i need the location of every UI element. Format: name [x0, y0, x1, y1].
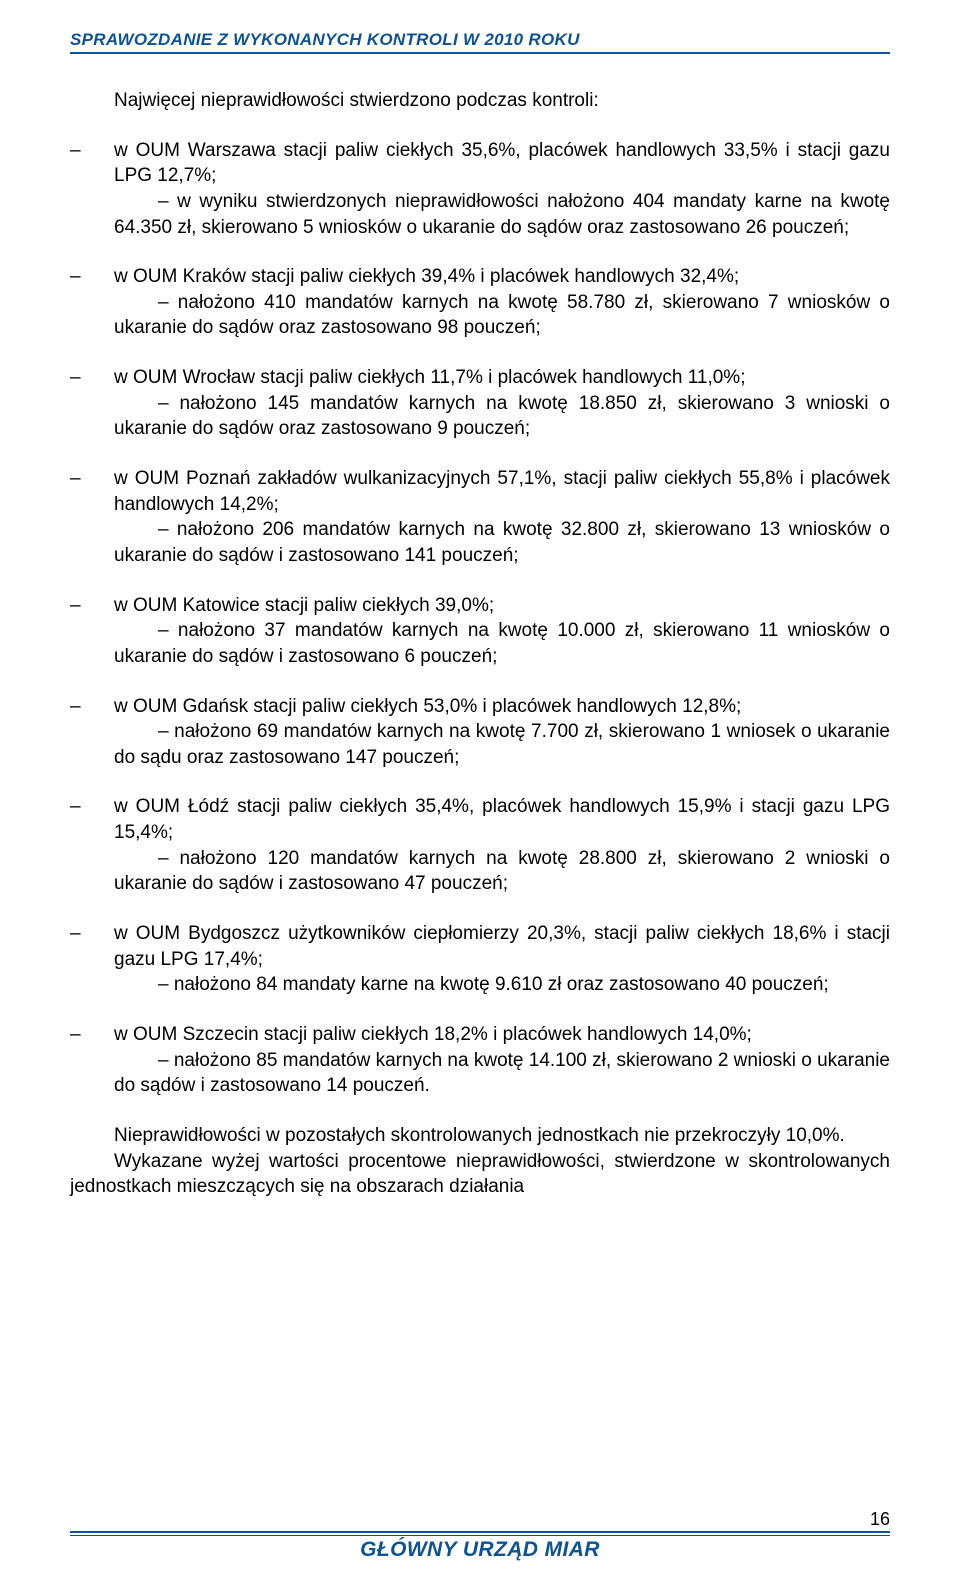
closing-paragraph-2: Wykazane wyżej wartości procentowe niepr…	[70, 1149, 890, 1200]
list-item: w OUM Szczecin stacji paliw ciekłych 18,…	[70, 1022, 890, 1099]
list-item: w OUM Katowice stacji paliw ciekłych 39,…	[70, 593, 890, 670]
list-item: w OUM Kraków stacji paliw ciekłych 39,4%…	[70, 264, 890, 341]
closing-paragraph-1: Nieprawidłowości w pozostałych skontrolo…	[70, 1123, 890, 1149]
section-heading: Najwięcej nieprawidłowości stwierdzono p…	[70, 88, 890, 114]
header-divider	[70, 52, 890, 54]
item-main: w OUM Wrocław stacji paliw ciekłych 11,7…	[114, 367, 745, 388]
page-number: 16	[870, 1509, 890, 1530]
item-sub: – nałożono 84 mandaty karne na kwotę 9.6…	[114, 972, 890, 998]
item-sub: – nałożono 69 mandatów karnych na kwotę …	[114, 719, 890, 770]
item-main: w OUM Bydgoszcz użytkowników ciepłomierz…	[114, 923, 890, 970]
item-main: w OUM Poznań zakładów wulkanizacyjnych 5…	[114, 468, 890, 515]
item-main: w OUM Szczecin stacji paliw ciekłych 18,…	[114, 1024, 752, 1045]
item-main: w OUM Kraków stacji paliw ciekłych 39,4%…	[114, 266, 739, 287]
item-main: w OUM Warszawa stacji paliw ciekłych 35,…	[114, 140, 890, 187]
item-main: w OUM Gdańsk stacji paliw ciekłych 53,0%…	[114, 696, 741, 717]
list-item: w OUM Gdańsk stacji paliw ciekłych 53,0%…	[70, 694, 890, 771]
item-sub: – nałożono 145 mandatów karnych na kwotę…	[114, 391, 890, 442]
page-header-title: SPRAWOZDANIE Z WYKONANYCH KONTROLI W 201…	[70, 30, 890, 50]
item-sub: – nałożono 37 mandatów karnych na kwotę …	[114, 618, 890, 669]
footer-wrap: 16 GŁÓWNY URZĄD MIAR	[70, 1531, 890, 1562]
item-sub: – w wyniku stwierdzonych nieprawidłowośc…	[114, 189, 890, 240]
item-sub: – nałożono 206 mandatów karnych na kwotę…	[114, 517, 890, 568]
item-sub: – nałożono 120 mandatów karnych na kwotę…	[114, 846, 890, 897]
item-sub: – nałożono 85 mandatów karnych na kwotę …	[114, 1048, 890, 1099]
list-item: w OUM Łódź stacji paliw ciekłych 35,4%, …	[70, 794, 890, 897]
item-main: w OUM Katowice stacji paliw ciekłych 39,…	[114, 595, 494, 616]
list-item: w OUM Wrocław stacji paliw ciekłych 11,7…	[70, 365, 890, 442]
list-item: w OUM Bydgoszcz użytkowników ciepłomierz…	[70, 921, 890, 998]
closing-1-text: Nieprawidłowości w pozostałych skontrolo…	[114, 1125, 845, 1146]
page-footer: 16 GŁÓWNY URZĄD MIAR	[70, 1531, 890, 1562]
item-main: w OUM Łódź stacji paliw ciekłych 35,4%, …	[114, 796, 890, 843]
item-sub: – nałożono 410 mandatów karnych na kwotę…	[114, 290, 890, 341]
footer-brand: GŁÓWNY URZĄD MIAR	[70, 1538, 890, 1562]
findings-list: w OUM Warszawa stacji paliw ciekłych 35,…	[70, 138, 890, 1099]
list-item: w OUM Warszawa stacji paliw ciekłych 35,…	[70, 138, 890, 241]
list-item: w OUM Poznań zakładów wulkanizacyjnych 5…	[70, 466, 890, 569]
footer-divider-bottom	[70, 1535, 890, 1536]
footer-row: GŁÓWNY URZĄD MIAR	[70, 1538, 890, 1562]
